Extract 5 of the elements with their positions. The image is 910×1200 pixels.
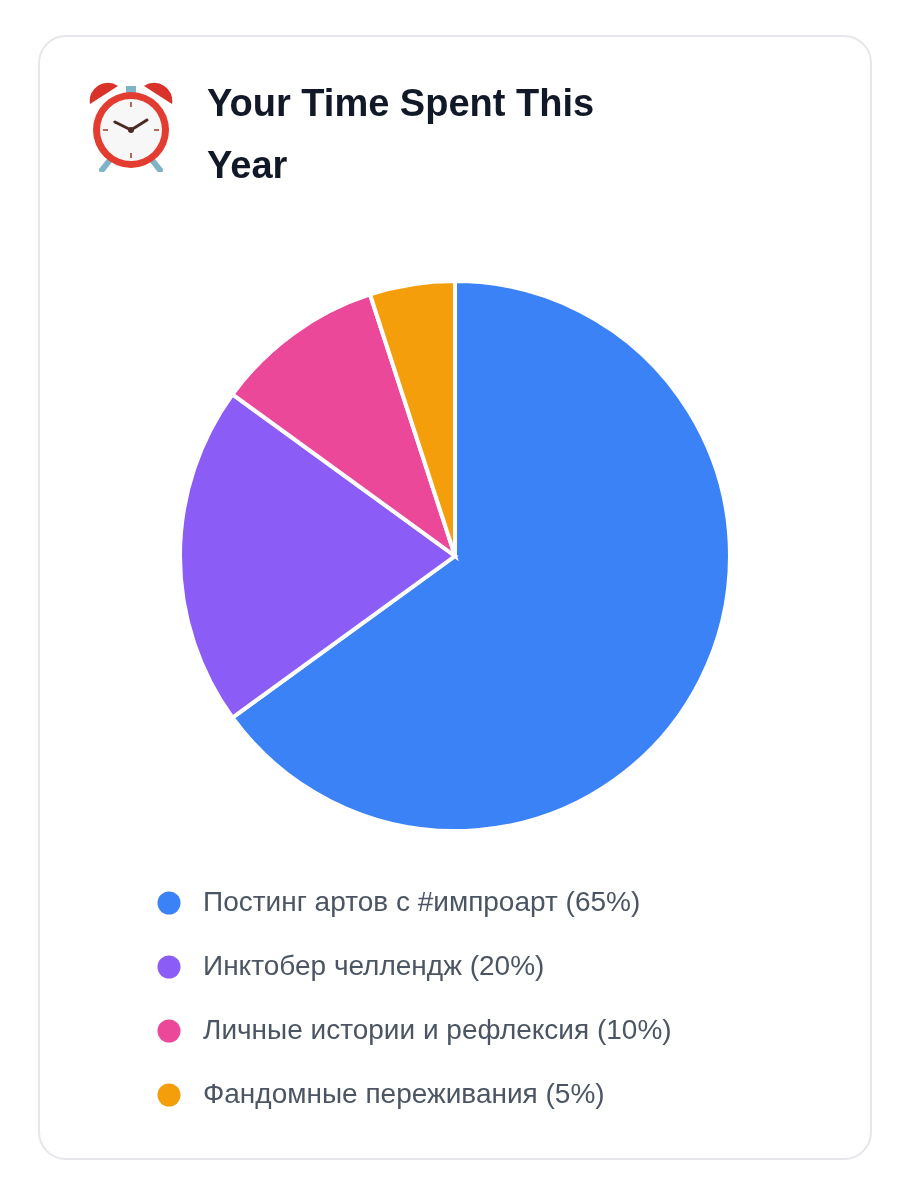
chart-title: Your Time Spent This Year <box>207 81 596 188</box>
legend-label: Личные истории и рефлексия (10%) <box>203 1014 672 1045</box>
legend-label: Фандомные переживания (5%) <box>203 1078 605 1109</box>
legend-label: Постинг артов с #импроарт (65%) <box>203 886 641 917</box>
legend-label: Инктобер челлендж (20%) <box>203 950 545 981</box>
